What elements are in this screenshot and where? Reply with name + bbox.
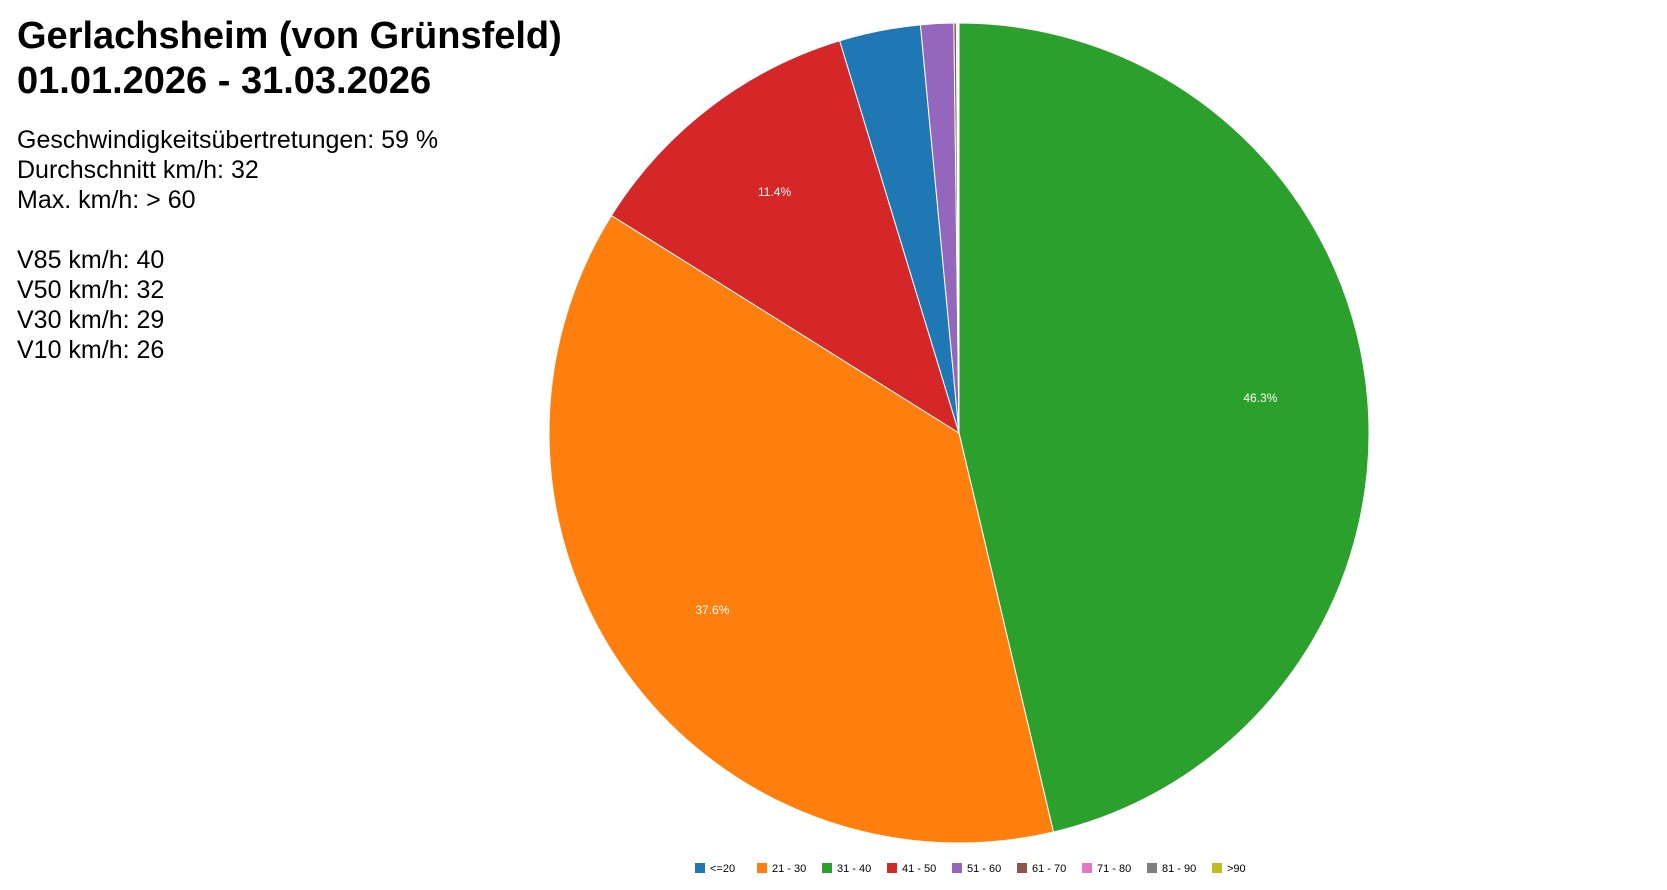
title-location: Gerlachsheim (von Grünsfeld) [17,15,562,57]
legend-swatch-6 [1082,863,1092,873]
slice-label-2: 46.3% [1243,391,1277,405]
legend-label-7: 81 - 90 [1162,863,1196,875]
legend-swatch-3 [887,863,897,873]
legend-label-0: <=20 [710,863,735,875]
stat-v85: V85 km/h: 40 [17,246,165,274]
stats-panel: Geschwindigkeitsübertretungen: 59 % Durc… [17,125,438,365]
legend-swatch-7 [1147,863,1157,873]
stat-v10: V10 km/h: 26 [17,336,165,364]
pie-slice-8 [957,22,960,434]
legend-swatch-2 [822,863,832,873]
legend-item-4: 51 - 60 [952,863,1001,875]
legend-swatch-8 [1212,863,1222,873]
stat-max: Max. km/h: > 60 [17,186,196,214]
legend-item-6: 71 - 80 [1082,863,1131,875]
legend-label-8: >90 [1227,863,1246,875]
legend-label-6: 71 - 80 [1097,863,1131,875]
legend-item-7: 81 - 90 [1147,863,1196,875]
stat-v50: V50 km/h: 32 [17,276,165,304]
pie-slice-1 [548,214,1055,844]
stat-average: Durchschnitt km/h: 32 [17,156,259,184]
legend-item-8: >90 [1212,863,1246,875]
legend-swatch-5 [1017,863,1027,873]
legend-swatch-4 [952,863,962,873]
chart-title: Gerlachsheim (von Grünsfeld) 01.01.2026 … [17,14,562,104]
stat-violations: Geschwindigkeitsübertretungen: 59 % [17,126,439,154]
chart-legend: <=20 21 - 30 31 - 40 41 - 50 51 - 60 61 - 70 7… [695,863,1246,875]
slice-label-1: 37.6% [695,603,729,617]
legend-label-1: 21 - 30 [772,863,806,875]
legend-item-2: 31 - 40 [822,863,871,875]
legend-item-1: 21 - 30 [757,863,806,875]
slice-label-3: 11.4% [758,185,791,199]
pie-slice-labels: 46.3% 37.6% 11.4% [695,185,1277,617]
legend-swatch-1 [757,863,767,873]
pie-slice-2 [958,22,1370,833]
legend-label-3: 41 - 50 [902,863,936,875]
legend-item-3: 41 - 50 [887,863,936,875]
legend-label-5: 61 - 70 [1032,863,1066,875]
pie-slice-3 [610,40,960,435]
pie-slices [548,22,1370,844]
legend-item-0: <=20 [695,863,735,875]
legend-swatch-0 [695,863,705,873]
stat-v30: V30 km/h: 29 [17,306,165,334]
legend-item-5: 61 - 70 [1017,863,1066,875]
legend-label-2: 31 - 40 [837,863,871,875]
title-date-range: 01.01.2026 - 31.03.2026 [17,60,432,102]
legend-label-4: 51 - 60 [967,863,1001,875]
